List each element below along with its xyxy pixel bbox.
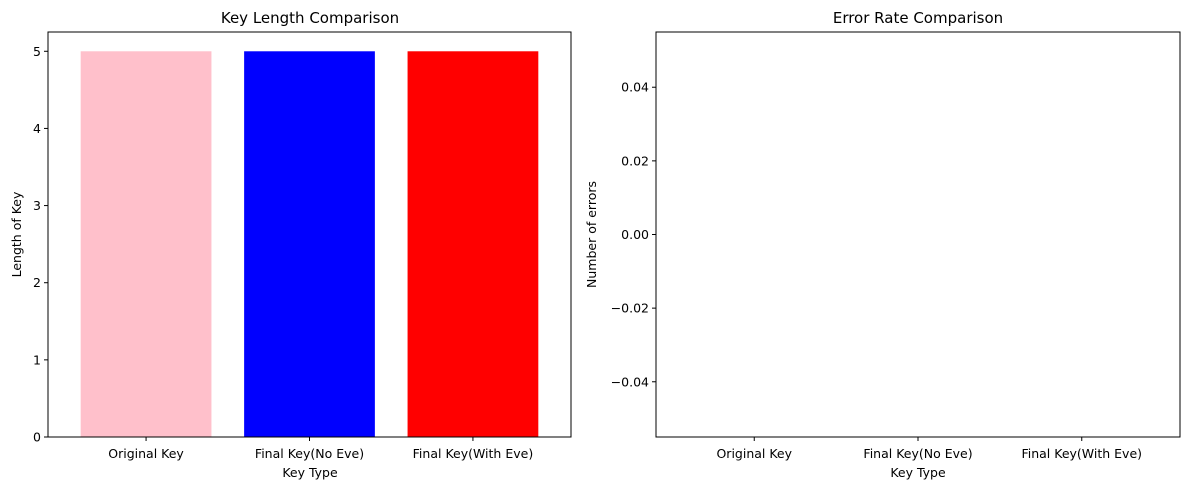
y-tick-label: 0 (33, 430, 41, 445)
y-tick-label: 1 (33, 352, 41, 367)
x-axis-label: Key Type (890, 465, 946, 480)
bar-1 (80, 51, 212, 438)
y-tick-label: −0.02 (611, 301, 649, 316)
chart-title: Error Rate Comparison (833, 9, 1003, 27)
y-tick-label: −0.04 (611, 374, 649, 389)
y-ticks: −0.04 −0.02 0.00 0.02 0.04 (611, 80, 656, 389)
y-tick-label: 2 (33, 275, 41, 290)
bar-3 (407, 51, 539, 438)
x-tick-label: Original Key (716, 446, 792, 461)
x-axis-label: Key Type (282, 465, 338, 480)
y-axis-label: Number of errors (584, 181, 599, 288)
x-ticks: Original Key Final Key(No Eve) Final Key(W… (716, 437, 1142, 461)
error-rate-chart: Error Rate Comparison −0.04 −0.02 0.00 0.02… (584, 9, 1181, 480)
y-tick-label: 0.04 (621, 80, 649, 95)
x-tick-label: Final Key(No Eve) (255, 446, 364, 461)
bar-2 (244, 51, 375, 438)
chart-title: Key Length Comparison (221, 9, 399, 27)
bars (80, 51, 539, 438)
key-length-chart: Key Length Comparison 0 1 2 3 4 5 Original Ke… (9, 9, 572, 480)
x-tick-label: Final Key(With Eve) (413, 446, 534, 461)
y-ticks: 0 1 2 3 4 5 (33, 44, 48, 445)
y-tick-label: 0.02 (621, 153, 649, 168)
x-ticks: Original Key Final Key(No Eve) Final Key(W… (108, 437, 533, 461)
y-tick-label: 3 (33, 198, 41, 213)
plot-frame (47, 31, 572, 438)
y-axis-label: Length of Key (9, 191, 24, 277)
y-tick-label: 5 (33, 44, 41, 59)
x-tick-label: Final Key(With Eve) (1021, 446, 1142, 461)
x-tick-label: Original Key (108, 446, 184, 461)
plot-frame (655, 31, 1181, 438)
y-tick-label: 0.00 (621, 227, 649, 242)
y-tick-label: 4 (33, 121, 41, 136)
x-tick-label: Final Key(No Eve) (863, 446, 972, 461)
